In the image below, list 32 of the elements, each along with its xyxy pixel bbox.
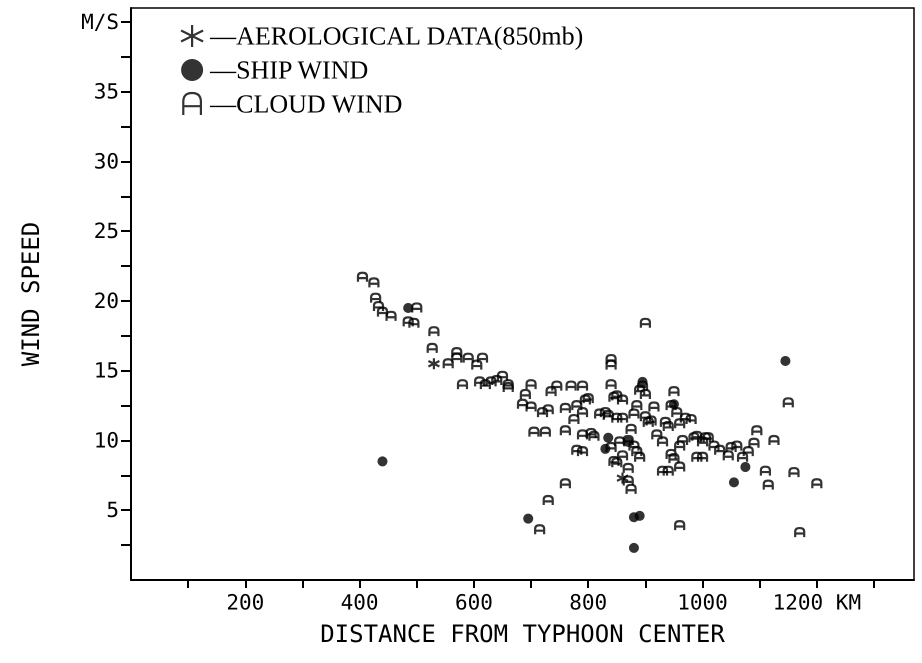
x-tick-label: 400 — [340, 590, 379, 614]
x-tick-label: 200 — [226, 590, 264, 614]
x-tick-label: 600 — [454, 590, 493, 614]
legend-label: —CLOUD WIND — [209, 90, 402, 118]
point — [523, 514, 534, 524]
point — [603, 432, 614, 443]
legend-label: —SHIP WIND — [209, 56, 368, 84]
y-tick-label: 30 — [94, 149, 119, 174]
point — [728, 477, 739, 488]
point — [600, 444, 610, 454]
y-tick-label: 20 — [94, 288, 119, 313]
point — [377, 456, 388, 466]
x-tick-label: 1200 KM — [772, 590, 862, 614]
legend-label: —AEROLOGICAL DATA(850mb) — [209, 22, 584, 50]
point — [634, 510, 645, 521]
y-tick-label: 10 — [94, 428, 119, 452]
point — [780, 356, 790, 366]
point — [628, 542, 639, 553]
x-axis-title: DISTANCE FROM TYPHOON CENTER — [320, 620, 726, 648]
point — [427, 357, 441, 370]
y-tick-label: 25 — [94, 219, 119, 244]
y-tick-label: 5 — [106, 498, 119, 522]
x-tick-label: 1000 — [677, 590, 728, 614]
y-tick-label: 35 — [94, 80, 119, 104]
y-tick-label: 15 — [94, 358, 119, 383]
point — [668, 399, 679, 410]
point — [638, 376, 648, 387]
point — [740, 462, 750, 472]
y-axis-title: WIND SPEED — [17, 222, 45, 366]
point — [403, 302, 414, 313]
y-tick-label: M/S — [81, 10, 119, 34]
x-tick-label: 800 — [569, 590, 608, 614]
